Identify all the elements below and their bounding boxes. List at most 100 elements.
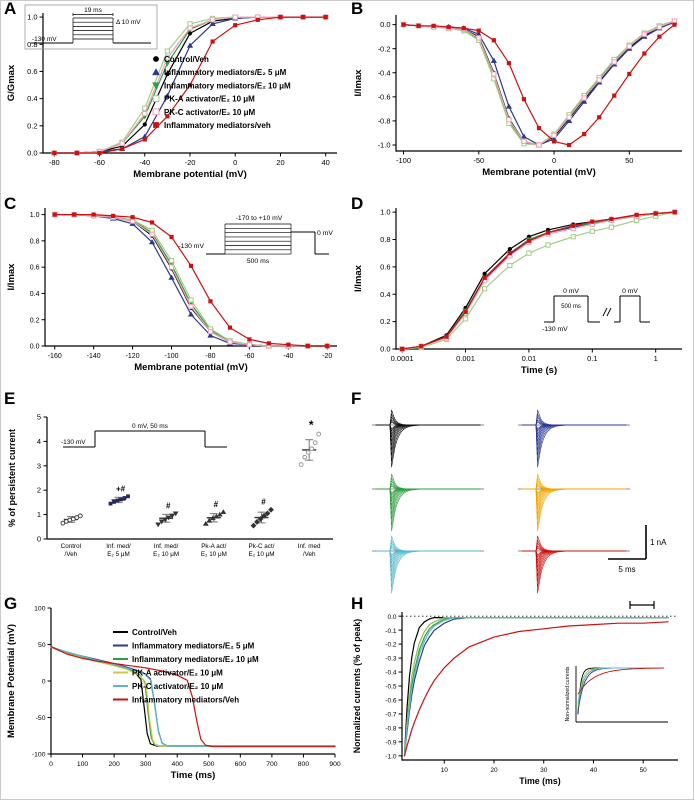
- svg-text:-0.4: -0.4: [385, 670, 397, 677]
- svg-text:-130 mV: -130 mV: [32, 36, 57, 43]
- svg-text:100: 100: [34, 606, 46, 613]
- svg-text:-0.6: -0.6: [385, 698, 397, 705]
- svg-text:0 mV, 50 ms: 0 mV, 50 ms: [132, 423, 169, 430]
- svg-text:*: *: [309, 418, 314, 432]
- svg-text:Inf. med: Inf. med: [298, 543, 321, 550]
- svg-text:600: 600: [235, 761, 247, 768]
- svg-text:Time (s): Time (s): [521, 365, 557, 376]
- svg-text:#: #: [166, 501, 171, 510]
- svg-text:-0.1: -0.1: [385, 628, 397, 635]
- svg-text:I/Imax: I/Imax: [353, 264, 364, 292]
- svg-text:-0.2: -0.2: [385, 642, 397, 649]
- svg-text:I/Imax: I/Imax: [6, 263, 17, 291]
- svg-text:0.0: 0.0: [387, 614, 396, 621]
- svg-text:-50: -50: [473, 156, 484, 165]
- svg-text:0: 0: [233, 158, 237, 167]
- svg-text:-160: -160: [48, 353, 62, 360]
- svg-text:40: 40: [590, 767, 598, 774]
- svg-text:500 ms: 500 ms: [561, 304, 581, 310]
- svg-text:0.1: 0.1: [587, 354, 597, 363]
- svg-text:E₂ 10 μM: E₂ 10 μM: [153, 551, 179, 558]
- svg-text:0.6: 0.6: [27, 67, 37, 76]
- svg-text:Inflammatory mediators/veh: Inflammatory mediators/veh: [164, 121, 271, 130]
- svg-text:PK-A activator/E₂ 10 μM: PK-A activator/E₂ 10 μM: [132, 669, 223, 678]
- svg-text:800: 800: [298, 761, 310, 768]
- svg-text:0: 0: [49, 761, 53, 768]
- svg-text:-80: -80: [49, 158, 60, 167]
- svg-text:0.0: 0.0: [380, 20, 390, 29]
- svg-text:/Veh: /Veh: [65, 551, 78, 558]
- svg-text:-20: -20: [185, 158, 196, 167]
- svg-text:-1.0: -1.0: [385, 753, 397, 760]
- svg-text:Inflammatory mediators/E₂ 10 μ: Inflammatory mediators/E₂ 10 μM: [132, 655, 259, 664]
- panel-G-label: G: [4, 594, 18, 613]
- svg-text:Membrane potential (mV): Membrane potential (mV): [482, 167, 596, 178]
- svg-text:/Veh: /Veh: [303, 551, 316, 558]
- svg-text:50: 50: [625, 156, 633, 165]
- panel-D-label: D: [351, 194, 364, 213]
- svg-text:I/Imax: I/Imax: [353, 69, 364, 97]
- svg-text:-0.4: -0.4: [378, 68, 391, 77]
- svg-text:5: 5: [37, 413, 41, 422]
- panel-D-chart: 0.0001 0.001 0.01 0.1 1 0.0 0.2 0.4 0.6 0.8 1.0 Tim…: [353, 208, 682, 376]
- svg-text:Non-normalized currents: Non-normalized currents: [565, 666, 571, 721]
- svg-text:-130 mV: -130 mV: [61, 439, 86, 446]
- svg-text:0.4: 0.4: [30, 291, 40, 298]
- svg-text:500: 500: [203, 761, 215, 768]
- panel-G: G 0 100 200 300 400 500 600 700 800 900 -100 -50 0 50…: [1, 594, 348, 799]
- svg-text:-0.9: -0.9: [385, 739, 397, 746]
- svg-text:0: 0: [552, 156, 556, 165]
- svg-text:-100: -100: [32, 752, 46, 759]
- panel-H: H 10 20 30 40 50 0.0 -0.1 -0.2 -0.3 -0.4 -0.5 -0.6 -…: [348, 594, 693, 799]
- svg-text:Normalized currents (% of peak: Normalized currents (% of peak): [352, 619, 362, 753]
- svg-text:1.0: 1.0: [380, 208, 390, 217]
- svg-text:700: 700: [266, 761, 278, 768]
- panel-A-label: A: [4, 0, 17, 18]
- svg-text:E₂ 10 μM: E₂ 10 μM: [201, 551, 227, 558]
- svg-text:Membrane Potential (mV): Membrane Potential (mV): [6, 624, 17, 738]
- svg-text:G/Gmax: G/Gmax: [6, 64, 17, 101]
- svg-text:1.0: 1.0: [30, 212, 40, 219]
- panel-B-label: B: [351, 0, 364, 18]
- svg-text:0.0: 0.0: [30, 344, 40, 351]
- svg-text:1: 1: [37, 510, 41, 519]
- svg-text:19 ms: 19 ms: [84, 7, 102, 14]
- svg-text:PK-C activator/E₂ 10 μM: PK-C activator/E₂ 10 μM: [164, 108, 255, 117]
- svg-text:E₂ 10 μM: E₂ 10 μM: [248, 551, 274, 558]
- panel-B-chart: -100 -50 0 50 0.0 -0.2 -0.4 -0.6 -0.8 -1.0 Membran…: [353, 15, 682, 178]
- svg-text:PK-C activator/E₂ 10 μM: PK-C activator/E₂ 10 μM: [132, 682, 223, 691]
- svg-text:0.001: 0.001: [456, 354, 475, 363]
- panel-C-chart: -160 -140 -120 -100 -80 -60 -40 -20 0.0 0.2 0.4 0.6…: [6, 208, 337, 373]
- svg-text:0.8: 0.8: [380, 235, 390, 244]
- svg-text:-60: -60: [94, 158, 105, 167]
- svg-text:0.4: 0.4: [27, 94, 37, 103]
- svg-text:0.0001: 0.0001: [391, 354, 414, 363]
- svg-text:1.0: 1.0: [27, 13, 37, 22]
- svg-text:-80: -80: [205, 353, 215, 360]
- panel-F: F 1 nA 5 ms: [348, 389, 693, 596]
- svg-text:200: 200: [108, 761, 120, 768]
- panel-E-chart: 0 1 2 3 4 5 % of persistent current Control/Veh…: [7, 413, 333, 558]
- panel-F-chart: 1 nA 5 ms: [372, 409, 667, 594]
- svg-text:20: 20: [490, 767, 498, 774]
- svg-text:#: #: [214, 500, 219, 509]
- svg-text:400: 400: [172, 761, 184, 768]
- svg-text:0: 0: [42, 679, 46, 686]
- svg-text:0 mV: 0 mV: [563, 288, 579, 295]
- panel-D: D 0.0001 0.001 0.01 0.1 1 0.0 0.2 0.4 0.6 0.8 1.0 T…: [348, 194, 693, 391]
- svg-text:Inf. med/: Inf. med/: [106, 543, 131, 550]
- svg-text:Time (ms): Time (ms): [519, 776, 560, 786]
- svg-text:Control/Veh: Control/Veh: [164, 55, 209, 64]
- svg-text:-140: -140: [87, 353, 101, 360]
- svg-text:-40: -40: [283, 353, 293, 360]
- svg-text:% of persistent current: % of persistent current: [7, 429, 17, 527]
- svg-text:-0.2: -0.2: [378, 44, 391, 53]
- svg-text:300: 300: [140, 761, 152, 768]
- svg-text:Inflammatory mediators/E₂ 10 μ: Inflammatory mediators/E₂ 10 μM: [164, 81, 291, 90]
- svg-text:-0.7: -0.7: [385, 712, 397, 719]
- panel-H-chart: 10 20 30 40 50 0.0 -0.1 -0.2 -0.3 -0.4 -0.5 -0.6 -0.…: [352, 601, 678, 786]
- svg-text:0 mV: 0 mV: [622, 288, 638, 295]
- panel-G-chart: 0 100 200 300 400 500 600 700 800 900 -100 -50 0 50 10…: [6, 606, 341, 781]
- svg-text:-170 to +10 mV: -170 to +10 mV: [236, 215, 283, 222]
